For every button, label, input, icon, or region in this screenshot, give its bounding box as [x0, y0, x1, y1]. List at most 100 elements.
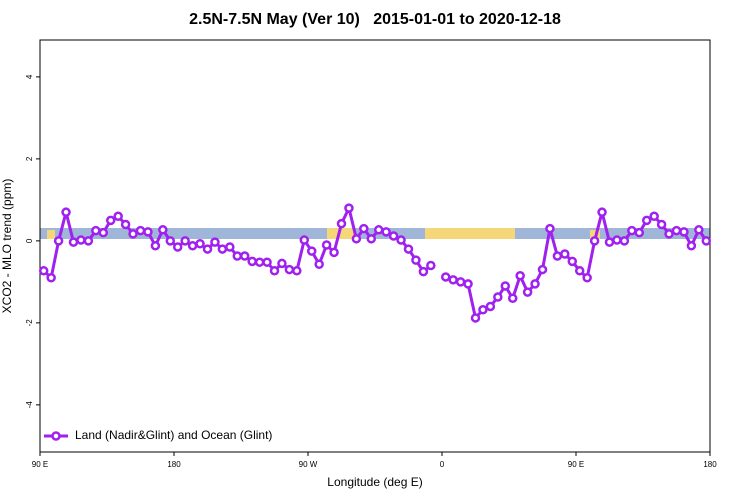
y-tick-label: -4 — [25, 401, 34, 409]
data-point — [597, 207, 607, 217]
data-point — [567, 256, 578, 267]
data-point — [187, 241, 198, 251]
data-point — [448, 275, 458, 285]
data-point — [694, 225, 704, 235]
data-point — [522, 287, 533, 297]
data-point — [507, 293, 518, 304]
plot-frame — [39, 39, 711, 453]
data-point — [388, 231, 399, 241]
data-point — [76, 235, 86, 245]
land-patch — [425, 228, 515, 239]
data-point — [373, 225, 384, 235]
data-point — [515, 270, 525, 281]
data-point — [105, 215, 116, 226]
data-point — [165, 236, 176, 246]
data-point — [530, 279, 540, 289]
data-point — [366, 234, 377, 244]
chart-title: 2.5N-7.5N May (Ver 10) 2015-01-01 to 202… — [189, 11, 561, 28]
data-point — [262, 257, 272, 267]
data-point — [671, 225, 682, 236]
data-point — [701, 236, 712, 246]
legend: Land (Nadir&Glint) and Ocean (Glint) — [44, 428, 272, 442]
data-point — [202, 244, 213, 254]
data-point — [113, 211, 123, 222]
data-point — [172, 242, 183, 252]
y-tick-label: 4 — [25, 74, 34, 79]
data-point — [269, 266, 280, 276]
legend-label: Land (Nadir&Glint) and Ocean (Glint) — [75, 428, 272, 442]
data-point — [574, 266, 585, 276]
data-point — [336, 218, 347, 229]
data-point — [306, 246, 317, 256]
data-point — [396, 235, 406, 245]
data-point — [589, 236, 600, 246]
data-point — [359, 223, 369, 234]
x-tick-label: 90 W — [299, 460, 318, 469]
data-point — [135, 225, 146, 236]
data-point — [314, 259, 324, 269]
data-point — [649, 211, 659, 222]
y-tick-label: -2 — [25, 319, 34, 327]
x-tick-label: 90 E — [32, 460, 48, 469]
data-point — [68, 237, 79, 247]
data-point — [426, 260, 436, 271]
data-point — [329, 247, 339, 258]
data-point — [195, 238, 205, 249]
data-point — [411, 255, 421, 265]
data-point — [217, 244, 228, 254]
data-point — [537, 264, 548, 275]
x-tick-label: 0 — [440, 460, 445, 469]
land-patch — [47, 230, 55, 239]
data-point — [53, 236, 64, 246]
data-point — [545, 223, 555, 234]
data-point — [225, 242, 235, 252]
x-tick-label: 180 — [167, 460, 181, 469]
y-axis-label: XCO2 - MLO trend (ppm) — [0, 179, 14, 314]
data-point — [478, 304, 488, 315]
data-point — [284, 264, 295, 275]
data-point — [455, 277, 466, 287]
data-point — [627, 225, 637, 236]
data-point — [247, 256, 257, 267]
x-tick-label: 90 E — [568, 460, 584, 469]
data-point — [440, 272, 451, 282]
data-point — [239, 251, 250, 261]
data-point — [619, 236, 630, 246]
data-point — [344, 203, 354, 213]
data-point — [128, 229, 138, 239]
data-point — [381, 227, 391, 237]
data-point — [150, 241, 161, 251]
data-point — [232, 251, 243, 261]
data-point — [91, 225, 101, 236]
data-point — [98, 227, 109, 238]
data-point — [120, 219, 131, 230]
legend-marker — [51, 431, 61, 441]
data-point — [500, 281, 511, 291]
x-axis-label: Longitude (deg E) — [327, 475, 422, 489]
data-point — [463, 279, 473, 289]
y-tick-label: 2 — [25, 156, 34, 161]
data-point — [46, 273, 56, 283]
data-point — [493, 292, 503, 302]
data-point — [582, 273, 592, 283]
data-point — [641, 215, 652, 226]
x-tick-label: 180 — [703, 460, 717, 469]
series-line — [42, 203, 708, 322]
data-point — [143, 227, 153, 237]
data-point — [664, 229, 674, 239]
data-point — [656, 219, 667, 230]
data-point — [403, 244, 414, 254]
data-point — [180, 236, 190, 246]
data-point — [470, 313, 481, 323]
data-point — [299, 235, 310, 245]
data-point — [210, 237, 220, 247]
data-point — [351, 234, 362, 244]
data-point — [418, 266, 429, 277]
data-point — [552, 251, 563, 261]
data-point — [679, 227, 689, 237]
data-point — [604, 237, 615, 247]
data-point — [38, 266, 49, 276]
data-point — [277, 258, 287, 269]
land-patch — [327, 228, 355, 239]
data-point — [560, 249, 570, 259]
